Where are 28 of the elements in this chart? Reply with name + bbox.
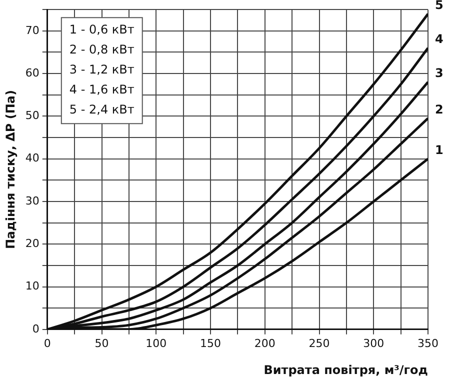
y-tick-label: 70 (25, 24, 40, 37)
series-label: 1 (435, 142, 444, 157)
x-tick-label: 100 (146, 336, 167, 350)
x-tick-label: 350 (418, 336, 438, 350)
series-label: 4 (435, 32, 444, 46)
series-label: 2 (435, 102, 444, 116)
x-tick-label: 50 (94, 336, 109, 350)
y-tick-label: 40 (25, 152, 40, 165)
x-tick-label: 300 (363, 336, 384, 350)
x-axis-title: Витрата повітря, м³/год (264, 362, 428, 377)
y-tick-label: 0 (32, 322, 40, 336)
x-tick-label: 150 (200, 336, 222, 350)
annotation: 4 - 1,6 кВт (69, 82, 134, 97)
annotation: 3 - 1,2 кВт (69, 62, 134, 77)
annotation: 5 - 2,4 кВт (69, 102, 134, 117)
y-tick-label: 10 (25, 280, 40, 293)
annotation: 2 - 0,8 кВт (69, 42, 134, 57)
x-tick-label: 250 (308, 336, 330, 350)
y-tick-label: 20 (25, 236, 40, 250)
y-tick-label: 60 (25, 66, 40, 80)
annotation: 1 - 0,6 кВт (69, 22, 134, 37)
y-axis-title: Падіння тиску, ΔP (Па) (3, 90, 18, 249)
series-label: 5 (435, 0, 444, 12)
series-label: 3 (435, 66, 444, 80)
x-tick-label: 200 (254, 336, 276, 350)
y-tick-label: 50 (25, 109, 40, 122)
x-tick-label: 0 (44, 336, 51, 350)
y-tick-label: 30 (25, 194, 40, 208)
